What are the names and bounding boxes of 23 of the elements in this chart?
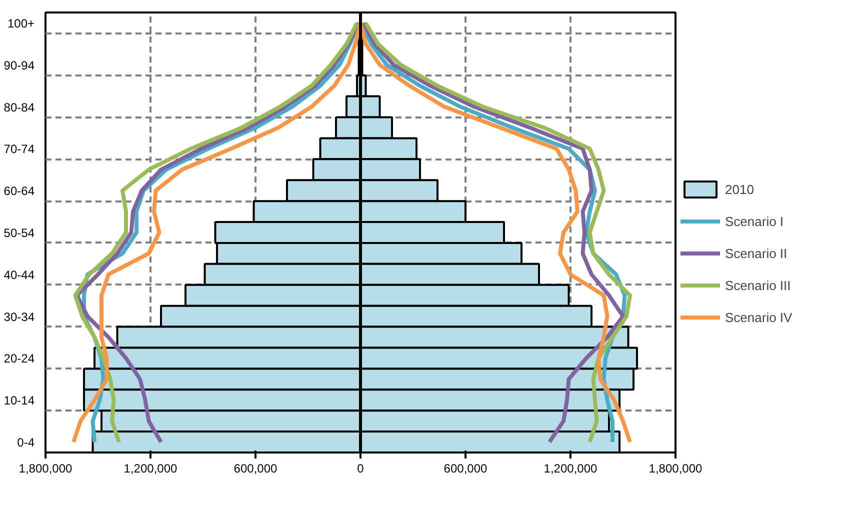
y-tick-label: 90-94 (4, 58, 35, 72)
legend-label: Scenario I (725, 214, 785, 228)
x-tick-label: 0 (357, 462, 364, 476)
y-tick-label: 60-64 (4, 184, 35, 198)
x-tick-label: 1,200,000 (124, 462, 178, 476)
x-tick-label: 1,800,000 (18, 462, 73, 476)
x-tick-label: 1,200,000 (544, 462, 598, 476)
y-tick-label: 0-4 (17, 436, 35, 450)
x-tick-label: 1,800,000 (648, 462, 703, 476)
y-tick-label: 80-84 (4, 100, 35, 114)
legend-label: Scenario IV (725, 310, 794, 324)
y-tick-label: 30-34 (4, 310, 35, 324)
y-tick-label: 50-54 (4, 226, 35, 240)
x-tick-label: 600,000 (444, 462, 488, 476)
y-tick-label: 70-74 (4, 142, 35, 156)
y-tick-label: 10-14 (4, 394, 35, 408)
legend-label: Scenario II (725, 246, 788, 260)
y-tick-label: 40-44 (4, 268, 35, 282)
x-tick-label: 600,000 (234, 462, 278, 476)
legend-label: Scenario III (725, 278, 792, 292)
y-tick-label: 20-24 (4, 352, 35, 366)
legend-label: 2010 (725, 182, 755, 196)
y-tick-label: 100+ (7, 16, 34, 30)
